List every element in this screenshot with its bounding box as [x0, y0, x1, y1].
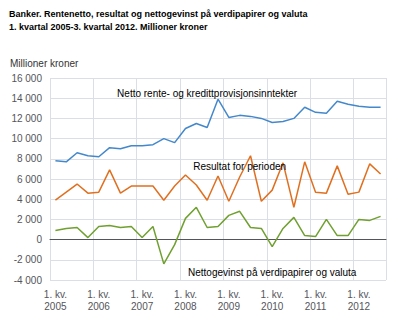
svg-text:Millioner kroner: Millioner kroner	[10, 58, 79, 69]
svg-text:Resultat for perioden: Resultat for perioden	[193, 161, 286, 172]
svg-text:-2 000: -2 000	[14, 254, 43, 265]
svg-text:1. kv.: 1. kv.	[217, 289, 240, 300]
svg-text:1. kv.: 1. kv.	[304, 289, 327, 300]
svg-text:16 000: 16 000	[11, 73, 42, 84]
svg-text:6 000: 6 000	[17, 174, 42, 185]
svg-text:Netto rente- og kredittprovisj: Netto rente- og kredittprovisjonsinntekt…	[117, 88, 298, 99]
svg-text:2009: 2009	[218, 301, 241, 312]
svg-text:1. kv.: 1. kv.	[131, 289, 154, 300]
svg-text:1. kv.: 1. kv.	[261, 289, 284, 300]
svg-text:-4 000: -4 000	[14, 275, 43, 286]
svg-text:1. kv.: 1. kv.	[87, 289, 110, 300]
svg-text:8 000: 8 000	[17, 153, 42, 164]
svg-text:0: 0	[36, 234, 42, 245]
svg-text:2010: 2010	[261, 301, 284, 312]
svg-text:14 000: 14 000	[11, 93, 42, 104]
svg-text:2008: 2008	[174, 301, 197, 312]
svg-text:Banker. Rentenetto, resultat o: Banker. Rentenetto, resultat og nettogev…	[9, 9, 309, 19]
svg-text:2006: 2006	[88, 301, 111, 312]
svg-text:2007: 2007	[131, 301, 154, 312]
svg-text:10 000: 10 000	[11, 133, 42, 144]
svg-text:12 000: 12 000	[11, 113, 42, 124]
svg-text:4 000: 4 000	[17, 194, 42, 205]
svg-text:2005: 2005	[44, 301, 67, 312]
svg-text:1. kv.: 1. kv.	[174, 289, 197, 300]
svg-text:2012: 2012	[348, 301, 371, 312]
svg-text:1. kv.: 1. kv.	[44, 289, 67, 300]
svg-text:2 000: 2 000	[17, 214, 42, 225]
svg-text:2011: 2011	[305, 301, 327, 312]
svg-text:Nettogevinst på verdipapirer o: Nettogevinst på verdipapirer og valuta	[188, 267, 357, 278]
svg-text:1. kv.: 1. kv.	[347, 289, 370, 300]
svg-text:1. kvartal 2005-3. kvartal 201: 1. kvartal 2005-3. kvartal 2012. Million…	[9, 22, 208, 32]
